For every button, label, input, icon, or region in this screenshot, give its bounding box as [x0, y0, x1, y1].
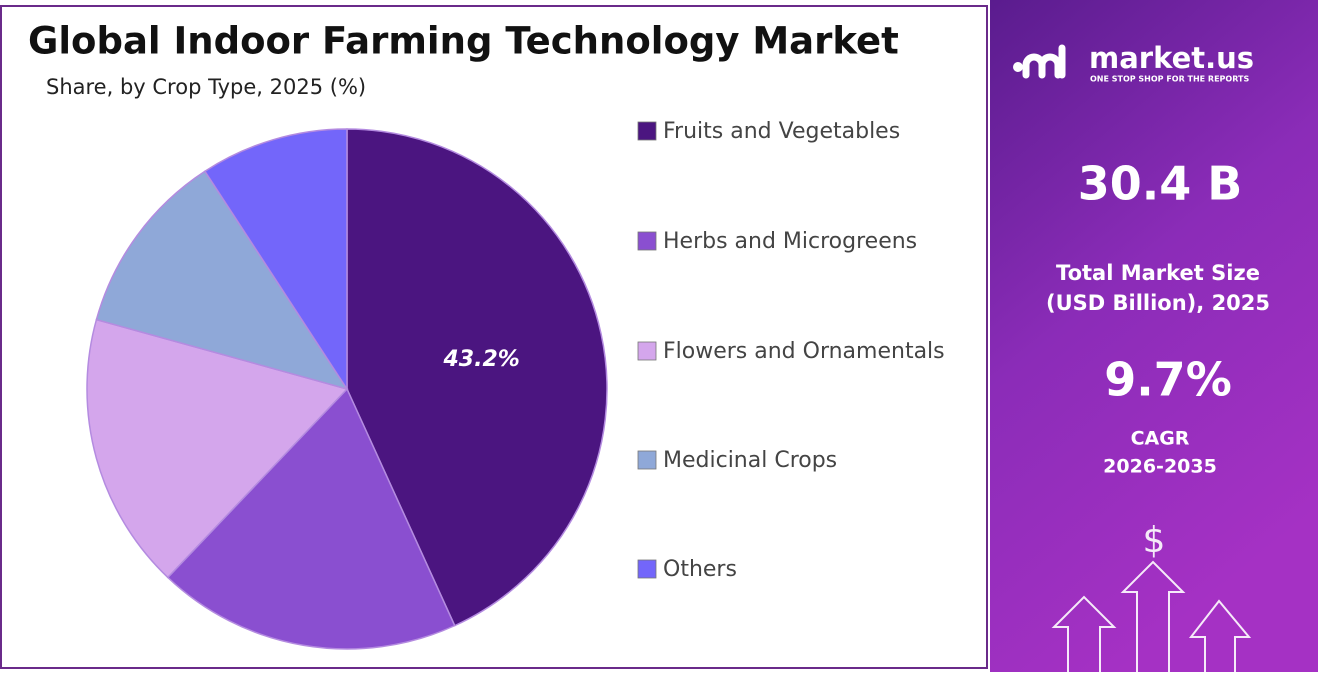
data-label: 43.2% — [443, 347, 520, 372]
legend-swatch — [637, 559, 657, 579]
legend-label: Medicinal Crops — [663, 448, 837, 473]
pie-slice — [346, 128, 608, 627]
legend-label: Others — [663, 557, 737, 582]
cagr: 9.7% — [1104, 353, 1232, 407]
legend-label: Flowers and Ornamentals — [663, 339, 945, 364]
pie-slice — [95, 170, 349, 391]
legend-swatch — [637, 231, 657, 251]
pie-slice — [86, 318, 349, 579]
chart-subtitle: Share, by Crop Type, 2025 (%) — [46, 75, 366, 99]
legend-swatch — [637, 121, 657, 141]
market-size: 30.4 B — [1078, 157, 1243, 211]
logo-icon — [1013, 44, 1066, 79]
pie: 43.2% — [86, 128, 608, 650]
svg-text:$: $ — [1143, 520, 1166, 561]
cagr-label: CAGR — [1131, 428, 1190, 450]
legend-label: Fruits and Vegetables — [663, 119, 900, 144]
arrows-decoration: $ — [1051, 520, 1252, 672]
cagr-label: 2026-2035 — [1103, 456, 1217, 478]
pie-slice — [203, 128, 348, 392]
market-size-label: (USD Billion), 2025 — [1046, 291, 1270, 315]
market-size-label: Total Market Size — [1056, 261, 1260, 285]
side-panel — [990, 0, 1318, 672]
legend-swatch — [637, 341, 657, 361]
pie-slice — [166, 387, 456, 650]
chart-title: Global Indoor Farming Technology Market — [28, 20, 899, 63]
legend: Fruits and Vegetables Herbs and Microgree… — [637, 119, 945, 582]
tagline: ONE STOP SHOP FOR THE REPORTS — [1090, 75, 1249, 84]
legend-label: Herbs and Microgreens — [663, 229, 917, 254]
brand: market.us — [1089, 41, 1254, 75]
legend-swatch — [637, 450, 657, 470]
